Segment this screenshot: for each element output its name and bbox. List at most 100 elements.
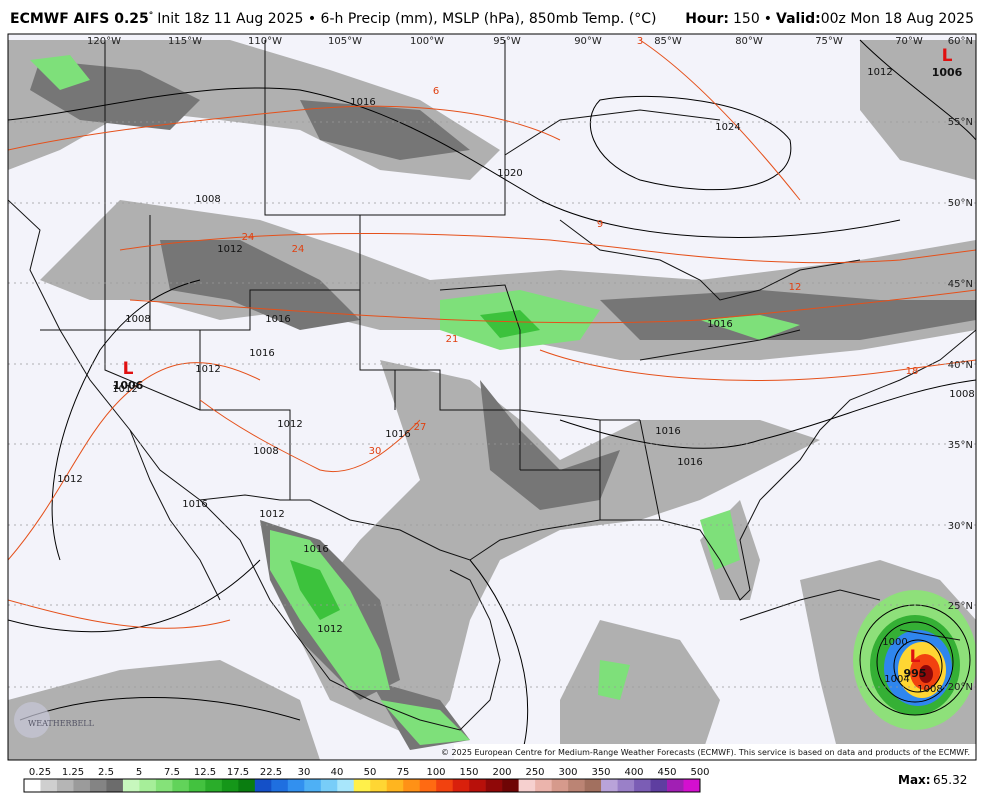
colorbar-swatch	[205, 779, 223, 792]
isobar-label: 1016	[350, 97, 375, 108]
isobar-label: 1012	[112, 384, 137, 395]
colorbar-swatch	[485, 779, 503, 792]
isotherm-label: 12	[789, 282, 802, 293]
colorbar-label: 250	[525, 767, 544, 778]
degree: °	[149, 11, 154, 21]
colorbar-swatch	[502, 779, 519, 792]
colorbar-swatch	[436, 779, 453, 792]
colorbar-swatch	[551, 779, 569, 792]
lon-label: 75°W	[815, 36, 843, 47]
colorbar-swatch	[337, 779, 355, 792]
isotherm-label: 21	[446, 334, 459, 345]
colorbar-swatch	[106, 779, 124, 792]
sep: •	[764, 11, 772, 27]
colorbar-swatch	[24, 779, 41, 792]
isobar-label: 1008	[949, 389, 974, 400]
isobar-label: 1016	[655, 426, 680, 437]
isobar-label: 1016	[677, 457, 702, 468]
colorbar-swatch	[122, 779, 140, 792]
isobar-label: 1012	[277, 419, 302, 430]
lon-label: 85°W	[654, 36, 682, 47]
colorbar-label: 500	[690, 767, 709, 778]
colorbar-label: 400	[624, 767, 643, 778]
lat-label: 50°N	[948, 198, 973, 209]
low-symbol: L	[910, 647, 921, 667]
lon-label: 105°W	[328, 36, 362, 47]
colorbar-swatch	[254, 779, 272, 792]
isobar-label: 1012	[867, 67, 892, 78]
colorbar-swatch	[634, 779, 651, 792]
lat-label: 40°N	[948, 360, 973, 371]
colorbar-swatch	[73, 779, 91, 792]
isobar-label: 1020	[497, 168, 522, 179]
colorbar-swatch	[40, 779, 58, 792]
lat-label: 20°N	[948, 682, 973, 693]
isobar-label: 1012	[195, 364, 220, 375]
isobar-label: 1008	[253, 446, 278, 457]
colorbar-swatch	[221, 779, 239, 792]
low-symbol: L	[942, 46, 953, 66]
storm	[853, 590, 976, 730]
colorbar-swatch	[89, 779, 107, 792]
colorbar-swatch	[617, 779, 635, 792]
colorbar-swatch	[667, 779, 684, 792]
credit: © 2025 European Centre for Medium-Range …	[441, 748, 970, 757]
max-value: 65.32	[933, 773, 967, 787]
colorbar-swatch	[584, 779, 602, 792]
low-pressure: 1006	[113, 379, 144, 392]
colorbar-label: 50	[364, 767, 377, 778]
init: Init 18z 11 Aug 2025 • 6-h Precip (mm), …	[157, 11, 656, 27]
isotherm-label: 18	[906, 366, 919, 377]
colorbar-swatch	[353, 779, 371, 792]
isobar-label: 1016	[182, 499, 207, 510]
lon-label: 90°W	[574, 36, 602, 47]
model: ECMWF AIFS 0.25	[10, 11, 149, 27]
colorbar-swatch	[452, 779, 470, 792]
isobar-label: 1012	[317, 624, 342, 635]
low-pressure: 995	[904, 667, 927, 680]
colorbar-swatch	[155, 779, 173, 792]
colorbar-swatch	[172, 779, 190, 792]
borders	[8, 40, 976, 731]
isobar-label: 1008	[125, 314, 150, 325]
lon-label: 120°W	[87, 36, 121, 47]
header-left: ECMWF AIFS 0.25° Init 18z 11 Aug 2025 • 6…	[10, 11, 656, 27]
colorbar-swatch	[419, 779, 437, 792]
isotherm-label: 27	[414, 422, 427, 433]
map-frame	[7, 33, 977, 761]
isobar-label: 1016	[249, 348, 274, 359]
isobar-label: 1024	[715, 122, 740, 133]
colorbar-label: 2.5	[98, 767, 114, 778]
colorbar-label: 7.5	[164, 767, 180, 778]
isobar-label: 1008	[917, 684, 942, 695]
colorbar-label: 200	[492, 767, 511, 778]
lon-label: 70°W	[895, 36, 923, 47]
max-label: Max:	[898, 773, 931, 787]
lat-label: 55°N	[948, 117, 973, 128]
hour: 150	[733, 11, 760, 27]
low-symbol: L	[123, 359, 134, 379]
isobar-label: 1000	[882, 637, 907, 648]
isotherm-label: 3	[637, 36, 643, 47]
colorbar-swatch	[320, 779, 338, 792]
hour-label: Hour:	[685, 11, 729, 27]
isobar-label: 1016	[265, 314, 290, 325]
lat-label: 60°N	[948, 36, 973, 47]
colorbar-label: 100	[426, 767, 445, 778]
isotherm-label: 6	[433, 86, 439, 97]
isobars	[8, 39, 976, 760]
colorbar-swatch	[683, 779, 701, 792]
isobar-label: 1012	[217, 244, 242, 255]
colorbar-swatch	[304, 779, 322, 792]
isotherms	[8, 39, 976, 629]
colorbar-label: 150	[459, 767, 478, 778]
map: WEATHERBELL	[8, 34, 976, 760]
colorbar-swatch	[386, 779, 404, 792]
colorbar-frame	[23, 778, 701, 793]
isobar-label: 1004	[884, 674, 909, 685]
isobar-label: 1016	[707, 319, 732, 330]
colorbar-label: 12.5	[194, 767, 216, 778]
valid-label: Valid:	[776, 11, 821, 27]
header-right: Hour: 150 • Valid:00z Mon 18 Aug 2025	[685, 11, 974, 27]
